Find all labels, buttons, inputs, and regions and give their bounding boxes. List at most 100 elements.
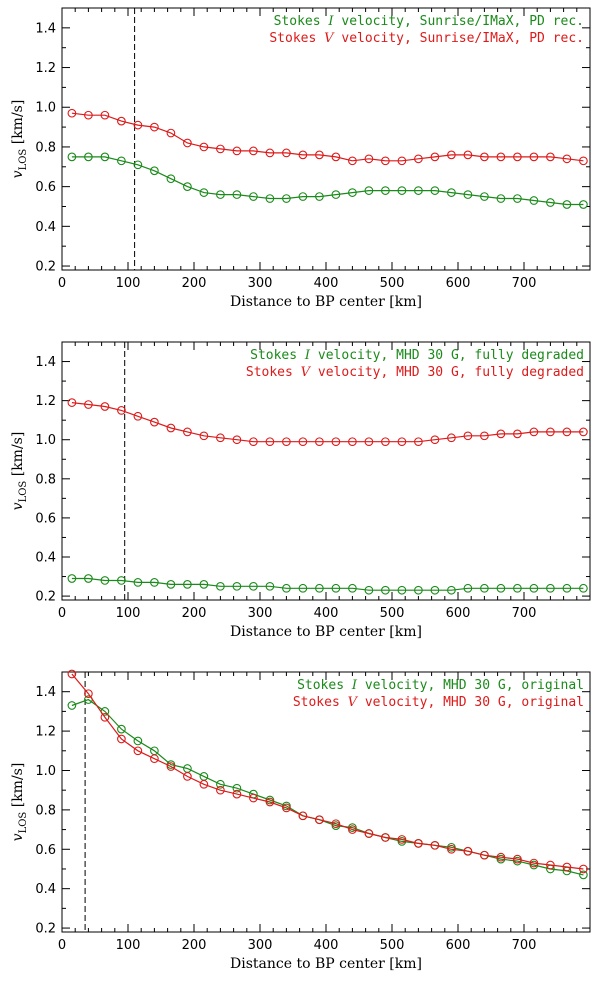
data-point-red xyxy=(513,429,522,439)
data-point-green xyxy=(463,190,473,199)
data-point-red xyxy=(447,844,456,854)
data-point-red xyxy=(331,437,341,447)
data-point-green xyxy=(463,583,473,593)
data-point-red xyxy=(348,825,357,834)
series-line-green xyxy=(71,577,584,591)
data-point-green xyxy=(562,200,572,209)
y-tick-label: 0.4 xyxy=(35,551,56,566)
data-point-red xyxy=(100,402,110,411)
series-line-green xyxy=(71,156,584,206)
data-point-green xyxy=(496,583,506,593)
data-point-red xyxy=(331,819,341,829)
data-point-red xyxy=(150,122,159,132)
data-point-red xyxy=(447,150,456,160)
data-point-red xyxy=(166,423,176,433)
data-point-red xyxy=(513,854,522,864)
x-tick-label: 400 xyxy=(314,606,339,621)
data-point-red xyxy=(67,108,77,118)
data-point-red xyxy=(331,152,341,162)
data-point-red xyxy=(67,398,77,407)
data-point-red xyxy=(183,772,192,781)
data-point-green xyxy=(513,583,522,593)
data-point-green xyxy=(100,576,110,585)
data-point-red xyxy=(282,437,291,447)
chart-panel-1: 0 100 200 300 400 500 600 700 0.2 0.4 0.6 0.8 1.0 1.2… xyxy=(10,7,591,310)
data-point-red xyxy=(84,110,93,120)
data-point-red xyxy=(265,148,275,158)
data-point-red xyxy=(562,427,572,437)
x-tick-label: 600 xyxy=(446,606,471,621)
data-point-green xyxy=(150,166,159,176)
data-point-red xyxy=(397,156,407,166)
data-point-red xyxy=(265,437,275,447)
data-point-red xyxy=(117,116,126,126)
series-line-green xyxy=(71,698,584,876)
data-point-red xyxy=(150,754,159,764)
y-tick-label: 1.4 xyxy=(35,355,56,370)
data-point-green xyxy=(513,194,522,203)
x-tick-label: 100 xyxy=(116,606,141,621)
data-point-red xyxy=(579,156,588,166)
data-point-green xyxy=(265,194,275,203)
x-tick-label: 0 xyxy=(58,276,66,291)
plot-frame xyxy=(61,341,591,601)
x-tick-label: 500 xyxy=(380,606,405,621)
legend-entry-red: Stokes V velocity, Sunrise/IMaX, PD rec. xyxy=(269,31,584,46)
data-point-red xyxy=(298,811,308,821)
x-tick-label: 700 xyxy=(512,606,537,621)
data-point-red xyxy=(298,150,308,160)
data-point-red xyxy=(232,146,242,156)
data-point-green xyxy=(133,160,143,170)
x-tick-label: 700 xyxy=(512,938,537,953)
data-point-green xyxy=(282,583,291,593)
data-point-red xyxy=(100,110,110,120)
y-tick-label: 0.4 xyxy=(35,882,56,897)
data-point-red xyxy=(381,833,390,842)
data-point-red xyxy=(562,862,572,872)
data-point-green xyxy=(480,192,489,201)
data-point-red xyxy=(199,142,209,152)
x-axis-title: Distance to BP center [km] xyxy=(230,956,422,972)
data-point-green xyxy=(529,196,539,205)
legend-entry-red: Stokes V velocity, MHD 30 G, fully degra… xyxy=(246,365,584,380)
series-line-red xyxy=(71,402,584,443)
data-point-red xyxy=(364,829,374,838)
data-point-green xyxy=(199,188,209,197)
data-point-red xyxy=(430,152,440,162)
plot-frame xyxy=(61,7,591,271)
data-point-green xyxy=(166,580,176,589)
x-tick-label: 200 xyxy=(182,938,207,953)
data-point-red xyxy=(117,734,126,744)
data-point-red xyxy=(546,427,555,437)
data-point-green xyxy=(331,583,341,593)
y-tick-label: 1.2 xyxy=(35,61,56,76)
data-point-green xyxy=(67,152,77,162)
x-tick-label: 200 xyxy=(182,276,207,291)
x-tick-label: 100 xyxy=(116,276,141,291)
chart-panel-2: 0 100 200 300 400 500 600 700 0.2 0.4 0.6 0.8 1.0 1.2… xyxy=(10,341,591,640)
data-point-red xyxy=(282,148,291,158)
data-point-red xyxy=(67,669,77,679)
data-point-red xyxy=(298,437,308,447)
data-point-red xyxy=(364,154,374,164)
data-point-red xyxy=(265,797,275,807)
data-point-green xyxy=(232,581,242,591)
data-point-green xyxy=(447,585,456,595)
data-point-red xyxy=(480,431,489,441)
x-tick-label: 500 xyxy=(380,276,405,291)
data-point-red xyxy=(529,427,539,437)
y-tick-label: 1.0 xyxy=(35,764,56,779)
data-point-red xyxy=(480,850,489,860)
data-point-red xyxy=(463,150,473,160)
data-point-green xyxy=(298,192,308,201)
data-point-green xyxy=(216,581,225,591)
y-tick-label: 1.4 xyxy=(35,685,56,700)
data-point-green xyxy=(166,174,176,184)
y-tick-label: 1.0 xyxy=(35,433,56,448)
legend-entry-green: Stokes I velocity, MHD 30 G, original xyxy=(297,678,584,693)
data-point-green xyxy=(67,701,77,710)
x-tick-label: 0 xyxy=(58,938,66,953)
data-point-red xyxy=(216,433,225,443)
data-point-green xyxy=(364,186,374,195)
data-point-green xyxy=(496,194,506,203)
